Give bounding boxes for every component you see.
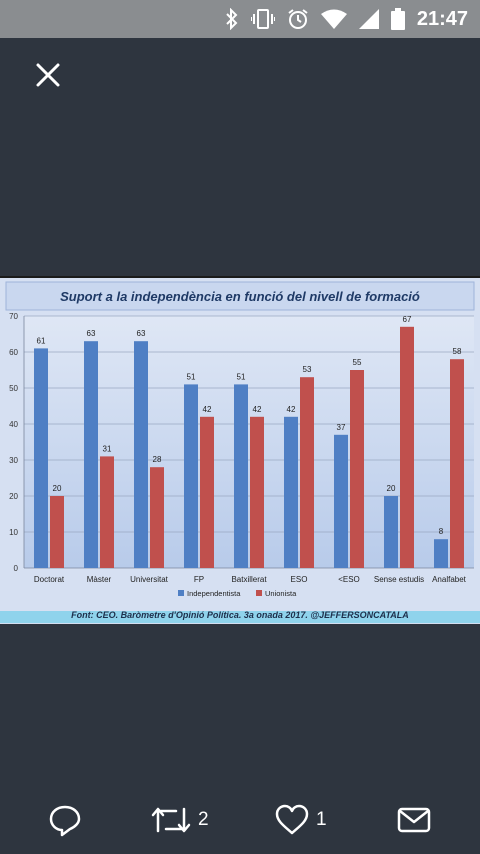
data-label: 51	[237, 372, 246, 381]
bar	[200, 416, 214, 568]
status-time: 21:47	[416, 7, 468, 30]
y-tick-label: 20	[9, 492, 18, 501]
x-tick-label: Sense estudis	[374, 575, 424, 584]
x-tick-label: Analfabet	[432, 575, 467, 584]
bar	[384, 496, 398, 568]
bluetooth-icon	[225, 8, 239, 30]
bar	[84, 341, 98, 568]
bar	[350, 370, 364, 568]
reply-icon	[49, 805, 81, 837]
battery-icon	[390, 8, 405, 30]
data-label: 55	[353, 358, 362, 367]
x-tick-label: <ESO	[338, 575, 360, 584]
like-count: 1	[316, 809, 327, 830]
source-strip	[0, 611, 480, 623]
data-label: 8	[439, 527, 444, 536]
data-label: 42	[203, 405, 212, 414]
reply-button[interactable]	[48, 795, 82, 845]
legend-label: Independentista	[187, 589, 241, 598]
x-tick-label: Màster	[87, 575, 112, 584]
bar	[434, 539, 448, 568]
bar	[250, 416, 264, 568]
bar	[184, 384, 198, 568]
y-tick-label: 50	[9, 384, 18, 393]
x-tick-label: Universitat	[130, 575, 169, 584]
message-button[interactable]	[396, 795, 432, 845]
chart-title: Suport a la independència en funció del …	[60, 289, 420, 304]
bar	[234, 384, 248, 568]
retweet-button[interactable]: 2	[150, 795, 209, 845]
bar	[134, 341, 148, 568]
data-label: 63	[137, 329, 146, 338]
close-icon	[36, 63, 60, 87]
data-label: 67	[403, 315, 412, 324]
data-label: 61	[37, 336, 46, 345]
data-label: 51	[187, 372, 196, 381]
data-label: 42	[287, 405, 296, 414]
alarm-icon	[287, 8, 309, 30]
legend-swatch	[256, 590, 262, 596]
source-caption: Font: CEO. Baròmetre d'Opinió Política. …	[71, 610, 409, 620]
y-tick-label: 60	[9, 348, 18, 357]
y-tick-label: 30	[9, 456, 18, 465]
y-tick-label: 70	[9, 312, 18, 321]
y-tick-label: 0	[14, 564, 19, 573]
bar	[400, 326, 414, 568]
y-tick-label: 40	[9, 420, 18, 429]
retweet-count: 2	[198, 809, 209, 830]
bar	[150, 467, 164, 568]
retweet-icon	[151, 807, 191, 833]
data-label: 63	[87, 329, 96, 338]
data-label: 28	[153, 455, 162, 464]
bar	[100, 456, 114, 568]
x-tick-label: ESO	[291, 575, 308, 584]
bar	[34, 348, 48, 568]
y-tick-label: 10	[9, 528, 18, 537]
bar	[284, 416, 298, 568]
bar	[450, 359, 464, 568]
signal-icon	[358, 9, 379, 29]
close-button[interactable]	[33, 60, 63, 90]
x-tick-label: FP	[194, 575, 204, 584]
status-icons: 21:47	[225, 0, 468, 38]
vibrate-icon	[250, 8, 275, 30]
like-button[interactable]: 1	[274, 795, 327, 845]
heart-icon	[275, 804, 309, 835]
message-icon	[397, 807, 431, 833]
chart-image[interactable]: Suport a la independència en funció del …	[0, 276, 480, 624]
x-tick-label: Doctorat	[34, 575, 65, 584]
tweet-actions: 2 1	[0, 795, 480, 845]
data-label: 20	[53, 484, 62, 493]
legend-swatch	[178, 590, 184, 596]
x-tick-label: Batxillerat	[231, 575, 267, 584]
wifi-icon	[320, 9, 347, 29]
data-label: 20	[387, 484, 396, 493]
data-label: 31	[103, 444, 112, 453]
data-label: 58	[453, 347, 462, 356]
data-label: 42	[253, 405, 262, 414]
bar	[50, 496, 64, 568]
bar	[300, 377, 314, 568]
legend-label: Unionista	[265, 589, 297, 598]
data-label: 37	[337, 423, 346, 432]
data-label: 53	[303, 365, 312, 374]
bar	[334, 434, 348, 568]
bar-chart: Suport a la independència en funció del …	[0, 278, 480, 612]
status-bar: 21:47	[0, 0, 480, 38]
